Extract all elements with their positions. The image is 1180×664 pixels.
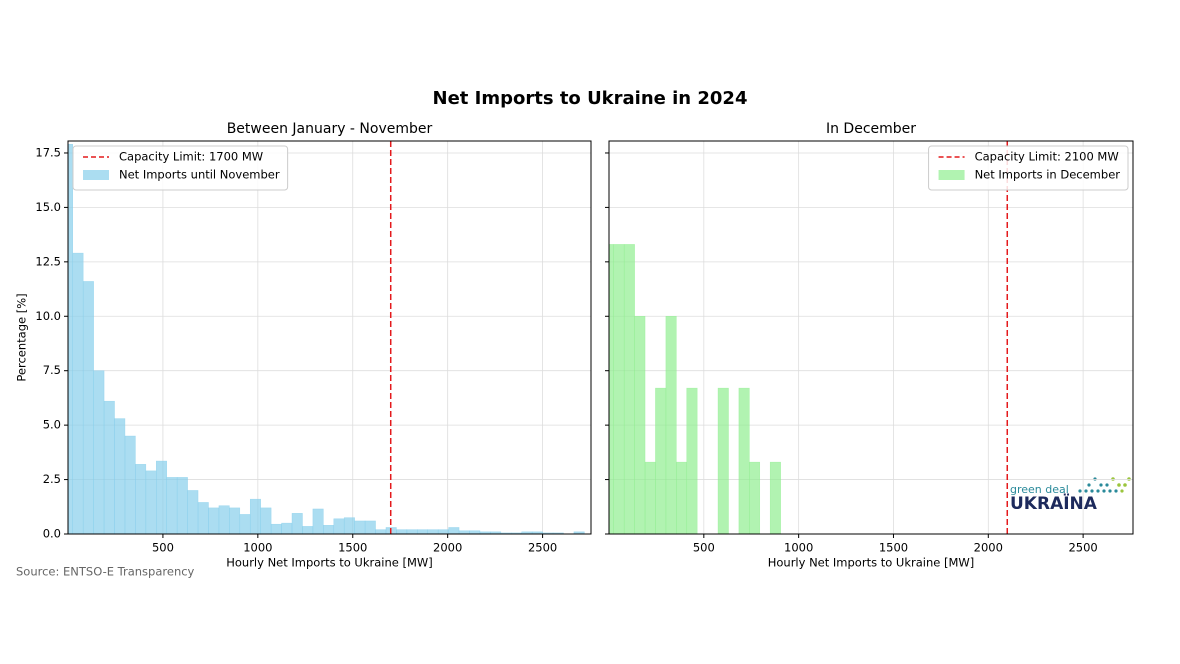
histogram-bar (448, 527, 460, 534)
histogram-bar (114, 418, 126, 534)
histogram-bar (145, 470, 157, 534)
legend-label: Capacity Limit: 2100 MW (975, 150, 1119, 164)
logo-bottom: UKRAЇNA (1010, 492, 1098, 514)
source-note: Source: ENTSO-E Transparency (16, 565, 195, 579)
x-tick-label: 500 (693, 541, 715, 555)
legend-swatch (83, 170, 109, 180)
y-tick-label: 15.0 (35, 200, 61, 214)
histogram-bar (686, 387, 698, 534)
y-tick-label: 10.0 (35, 309, 61, 323)
histogram-bar (427, 529, 439, 534)
y-tick-label: 7.5 (43, 363, 61, 377)
histogram-bar (72, 252, 84, 534)
histogram-bar (364, 520, 376, 534)
logo-top: green deal (1010, 483, 1069, 496)
histogram-bar (270, 523, 282, 534)
histogram-bar (644, 461, 656, 534)
histogram-bar (665, 316, 677, 534)
histogram-bar (68, 144, 73, 534)
histogram-bar (634, 316, 646, 534)
histogram-bar (609, 244, 614, 534)
histogram-bar (124, 435, 136, 534)
logo: green deal UKRAЇNA (1010, 477, 1131, 514)
histogram-bar (166, 477, 178, 534)
axes-frame (608, 140, 1134, 535)
x-tick-label: 1500 (879, 541, 908, 555)
histogram-bar (208, 507, 220, 534)
x-tick-label: 1000 (243, 541, 272, 555)
histogram-bar (552, 532, 564, 534)
x-axis-label: Hourly Net Imports to Ukraine [MW] (768, 556, 975, 570)
x-tick-label: 1000 (784, 541, 813, 555)
legend: Capacity Limit: 2100 MW Net Imports in De… (928, 145, 1129, 191)
histogram-bar (229, 507, 241, 534)
x-tick-label: 500 (152, 541, 174, 555)
panel: Between January - November Hourly Net Imp… (15, 121, 592, 570)
histogram-bar (375, 529, 387, 534)
histogram-bar (302, 526, 314, 534)
histogram-bar (417, 529, 428, 534)
legend-label: Net Imports until November (119, 168, 280, 182)
histogram-bar (437, 529, 449, 534)
histogram-bar (323, 525, 335, 534)
y-axis-label: Percentage [%] (15, 293, 29, 381)
y-tick-label: 0.0 (43, 527, 61, 541)
histogram-bar (343, 517, 355, 534)
histogram-bar (655, 387, 667, 534)
histogram-bar (260, 507, 272, 534)
panel: In December Hourly Net Imports to Ukraine… (605, 121, 1134, 570)
figure-title: Net Imports to Ukraine in 2024 (433, 88, 748, 109)
histogram-bar (156, 460, 167, 534)
x-tick-label: 2000 (433, 541, 462, 555)
y-tick-label: 2.5 (43, 472, 61, 486)
histogram-bar (187, 490, 199, 534)
y-tick-label: 17.5 (35, 145, 61, 159)
histogram-bar (291, 513, 303, 534)
histogram-bar (333, 518, 345, 534)
legend-swatch (938, 170, 965, 180)
x-axis-label: Hourly Net Imports to Ukraine [MW] (226, 556, 433, 570)
x-tick-label: 1500 (338, 541, 367, 555)
histogram-bar (218, 505, 230, 534)
x-tick-label: 2500 (1068, 541, 1097, 555)
histogram-bar (769, 461, 781, 534)
histogram-bar (406, 529, 418, 534)
histogram-bar (749, 461, 761, 534)
histogram-bar (239, 514, 251, 534)
histogram-bar (312, 508, 324, 534)
histogram-bar (354, 520, 366, 534)
x-tick-label: 2000 (974, 541, 1003, 555)
legend-box (928, 145, 1129, 191)
histogram-bar (103, 400, 115, 534)
histogram-bar (197, 502, 209, 534)
histogram-bar (82, 281, 94, 534)
y-tick-label: 5.0 (43, 418, 61, 432)
histogram-bar (613, 244, 625, 534)
histogram-bar (396, 529, 408, 534)
legend: Capacity Limit: 1700 MW Net Imports until… (72, 145, 289, 191)
y-tick-label: 12.5 (35, 254, 61, 268)
histogram-bar (623, 244, 635, 534)
axes-frame (67, 140, 592, 535)
panel-title: Between January - November (227, 121, 433, 137)
histogram-bar (249, 498, 261, 534)
legend-box (72, 145, 289, 191)
histogram-bar (676, 461, 688, 534)
logo-dots (1078, 477, 1131, 493)
histogram-bar (281, 522, 293, 534)
x-tick-label: 2500 (528, 541, 557, 555)
histogram-bar (93, 370, 105, 534)
legend-label: Capacity Limit: 1700 MW (119, 150, 263, 164)
histogram-bar (717, 387, 729, 534)
histogram-bar (135, 464, 147, 534)
histogram-bar (738, 387, 750, 534)
legend-label: Net Imports in December (975, 168, 1121, 182)
histogram-bar (176, 477, 188, 534)
panel-title: In December (826, 121, 916, 137)
